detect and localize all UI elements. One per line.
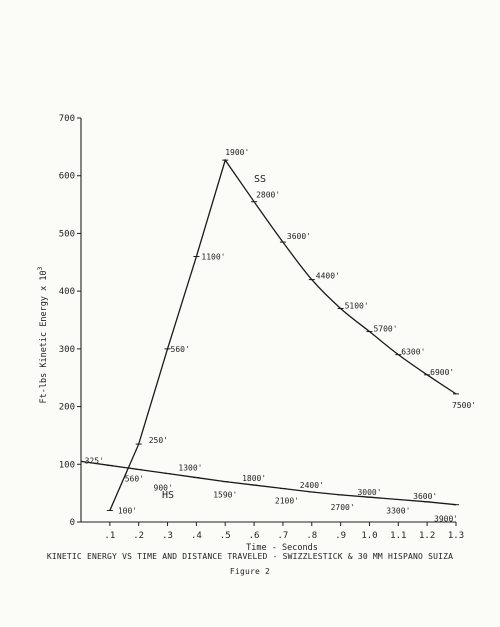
x-tick-label: .9 — [335, 531, 346, 541]
data-label-ss: 5100' — [345, 301, 369, 310]
series-name-hs: HS — [162, 490, 174, 501]
x-tick-label: .4 — [191, 531, 202, 541]
x-axis-title: Time - Seconds — [246, 543, 318, 553]
x-tick-label: .6 — [249, 531, 260, 541]
data-labels: 100' 250' 560' 1100' 1900' 2800' 3600' 4400' 510… — [85, 148, 477, 524]
x-tick-label: .3 — [162, 531, 173, 541]
x-tick-label: 1.2 — [419, 531, 435, 541]
data-label-ss: 100' — [118, 506, 137, 515]
x-tick-label: .7 — [278, 531, 289, 541]
y-tick-label: 500 — [59, 229, 75, 239]
data-label-ss: 6300' — [401, 348, 425, 357]
data-label-ss: 7500' — [452, 401, 476, 410]
x-tick-label: .1 — [104, 531, 115, 541]
data-label-hs: 1800' — [242, 474, 266, 483]
data-label-hs: 2700' — [331, 503, 355, 512]
y-axis-title-text: Ft-lbs Kinetic Energy x 10 — [39, 270, 49, 403]
point-markers — [106, 159, 459, 511]
y-tick-label: 600 — [59, 172, 75, 182]
y-tick-label: 700 — [59, 114, 75, 124]
data-label-ss: 250' — [149, 436, 168, 445]
y-tick-label: 0 — [70, 518, 75, 528]
y-tick-label: 200 — [59, 403, 75, 413]
figure-title: KINETIC ENERGY VS TIME AND DISTANCE TRAV… — [46, 552, 454, 561]
x-tick-label: 1.1 — [390, 531, 406, 541]
x-tick-label: .8 — [306, 531, 317, 541]
data-label-ss: 5700' — [373, 325, 397, 334]
data-label-ss: 2800' — [256, 191, 280, 200]
data-label-hs: 3900' — [434, 515, 458, 524]
series-line-ss — [109, 158, 457, 511]
y-tick-label: 400 — [59, 287, 75, 297]
series-name-ss: SS — [254, 174, 266, 185]
data-label-hs: 325' — [85, 456, 104, 465]
data-label-hs: 900' — [154, 484, 173, 493]
x-tick-label: 1.0 — [361, 531, 377, 541]
x-tick-label: .5 — [220, 531, 231, 541]
data-label-ss: 560' — [171, 345, 190, 354]
data-label-ss: 4400' — [316, 272, 340, 281]
axis-ticks: 0 100 200 300 400 500 600 700 .1 .2 .3 .4 .5 .6 .7 .8 .9… — [59, 114, 464, 541]
y-tick-label: 100 — [59, 460, 75, 470]
x-tick-label: 1.3 — [448, 531, 464, 541]
y-tick-label: 300 — [59, 345, 75, 355]
data-label-hs: 3300' — [386, 506, 410, 515]
data-label-hs: 1590' — [213, 491, 237, 500]
data-label-hs: 3600' — [413, 492, 437, 501]
data-label-hs: 2100' — [275, 497, 299, 506]
chart-axes — [80, 118, 456, 523]
data-label-hs: 1300' — [178, 464, 202, 473]
y-axis-title-exponent: 3 — [36, 266, 44, 270]
chart-texts: SS HS Time - Seconds Ft-lbs Kinetic Ener… — [36, 174, 318, 553]
data-label-ss: 1900' — [225, 148, 249, 157]
x-tick-label: .2 — [133, 531, 144, 541]
data-label-ss: 1100' — [201, 253, 225, 262]
data-label-ss: 3600' — [287, 232, 311, 241]
figure-number: Figure 2 — [229, 567, 271, 576]
data-label-hs: 560' — [125, 474, 144, 483]
y-axis-title: Ft-lbs Kinetic Energy x 103 — [36, 266, 49, 403]
series-line-hs — [80, 460, 457, 506]
data-label-ss: 6900' — [430, 368, 454, 377]
data-label-hs: 2400' — [300, 481, 324, 490]
data-label-hs: 3000' — [357, 488, 381, 497]
series-lines — [80, 158, 457, 511]
